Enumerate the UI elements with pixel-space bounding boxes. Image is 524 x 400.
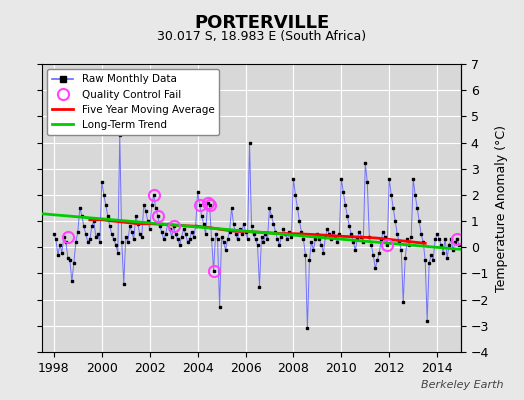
Text: Berkeley Earth: Berkeley Earth (421, 380, 503, 390)
Y-axis label: Temperature Anomaly (°C): Temperature Anomaly (°C) (495, 124, 508, 292)
Text: PORTERVILLE: PORTERVILLE (194, 14, 330, 32)
Text: 30.017 S, 18.983 E (South Africa): 30.017 S, 18.983 E (South Africa) (157, 30, 367, 43)
Legend: Raw Monthly Data, Quality Control Fail, Five Year Moving Average, Long-Term Tren: Raw Monthly Data, Quality Control Fail, … (47, 69, 220, 135)
